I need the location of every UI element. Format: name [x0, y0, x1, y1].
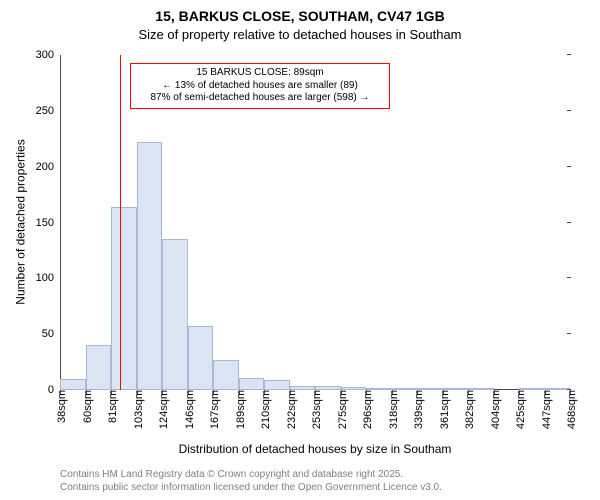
x-tick-mark	[86, 390, 87, 394]
x-tick-mark	[315, 390, 316, 394]
histogram-bar	[213, 360, 239, 390]
x-tick-label: 275sqm	[333, 390, 349, 429]
x-tick-label: 210sqm	[256, 390, 272, 429]
x-tick-mark	[290, 390, 291, 394]
annotation-line: ← 13% of detached houses are smaller (89…	[137, 80, 383, 93]
histogram-bar	[137, 142, 162, 390]
x-tick-label: 103sqm	[129, 390, 145, 429]
annotation-box: 15 BARKUS CLOSE: 89sqm← 13% of detached …	[130, 63, 390, 109]
x-tick-mark	[545, 390, 546, 394]
reference-line	[120, 55, 121, 390]
x-tick-mark	[111, 390, 112, 394]
histogram-bar	[188, 326, 213, 390]
histogram-bar	[239, 378, 264, 390]
x-tick-label: 339sqm	[409, 390, 425, 429]
attribution-line: Contains HM Land Registry data © Crown c…	[60, 469, 442, 482]
x-tick-mark	[519, 390, 520, 394]
x-tick-label: 253sqm	[307, 390, 323, 429]
x-tick-label: 404sqm	[486, 390, 502, 429]
attribution-text: Contains HM Land Registry data © Crown c…	[60, 469, 442, 494]
histogram-bar	[162, 239, 188, 390]
histogram-bar	[111, 207, 137, 390]
x-tick-mark	[188, 390, 189, 394]
y-tick-mark	[567, 277, 571, 278]
x-tick-label: 447sqm	[537, 390, 553, 429]
x-tick-mark	[162, 390, 163, 394]
y-tick-mark	[567, 333, 571, 334]
histogram-bar	[60, 379, 86, 390]
x-tick-label: 318sqm	[384, 390, 400, 429]
chart-plot-area: 05010015020025030038sqm60sqm81sqm103sqm1…	[60, 55, 570, 390]
y-tick-label: 200	[36, 161, 60, 173]
x-tick-label: 361sqm	[435, 390, 451, 429]
x-tick-mark	[60, 390, 61, 394]
x-tick-label: 60sqm	[78, 390, 94, 423]
x-tick-mark	[239, 390, 240, 394]
x-tick-mark	[341, 390, 342, 394]
x-tick-mark	[213, 390, 214, 394]
x-tick-label: 81sqm	[103, 390, 119, 423]
x-tick-mark	[443, 390, 444, 394]
annotation-line: 15 BARKUS CLOSE: 89sqm	[137, 67, 383, 80]
x-tick-label: 189sqm	[231, 390, 247, 429]
x-tick-mark	[264, 390, 265, 394]
x-tick-mark	[137, 390, 138, 394]
x-tick-label: 38sqm	[52, 390, 68, 423]
chart-title: 15, BARKUS CLOSE, SOUTHAM, CV47 1GB	[0, 8, 600, 25]
annotation-line: 87% of semi-detached houses are larger (…	[137, 92, 383, 105]
x-tick-label: 146sqm	[180, 390, 196, 429]
x-tick-label: 296sqm	[358, 390, 374, 429]
x-tick-label: 468sqm	[562, 390, 578, 429]
x-tick-mark	[366, 390, 367, 394]
x-tick-label: 232sqm	[282, 390, 298, 429]
y-tick-label: 300	[36, 49, 60, 61]
x-tick-mark	[570, 390, 571, 394]
x-tick-mark	[417, 390, 418, 394]
chart-subtitle: Size of property relative to detached ho…	[0, 27, 600, 43]
x-tick-label: 124sqm	[154, 390, 170, 429]
y-tick-label: 100	[36, 272, 60, 284]
x-tick-label: 425sqm	[511, 390, 527, 429]
y-tick-mark	[567, 110, 571, 111]
x-tick-label: 382sqm	[460, 390, 476, 429]
histogram-bar	[264, 380, 290, 390]
attribution-line: Contains public sector information licen…	[60, 482, 442, 495]
y-tick-mark	[567, 222, 571, 223]
y-tick-label: 50	[42, 328, 60, 340]
histogram-bar	[86, 345, 111, 390]
x-tick-mark	[494, 390, 495, 394]
x-axis-label: Distribution of detached houses by size …	[60, 442, 570, 456]
y-axis-label: Number of detached properties	[13, 54, 27, 389]
y-tick-mark	[567, 166, 571, 167]
y-tick-mark	[567, 54, 571, 55]
x-tick-label: 167sqm	[205, 390, 221, 429]
x-tick-mark	[392, 390, 393, 394]
y-tick-label: 150	[36, 217, 60, 229]
y-tick-label: 250	[36, 105, 60, 117]
x-tick-mark	[468, 390, 469, 394]
